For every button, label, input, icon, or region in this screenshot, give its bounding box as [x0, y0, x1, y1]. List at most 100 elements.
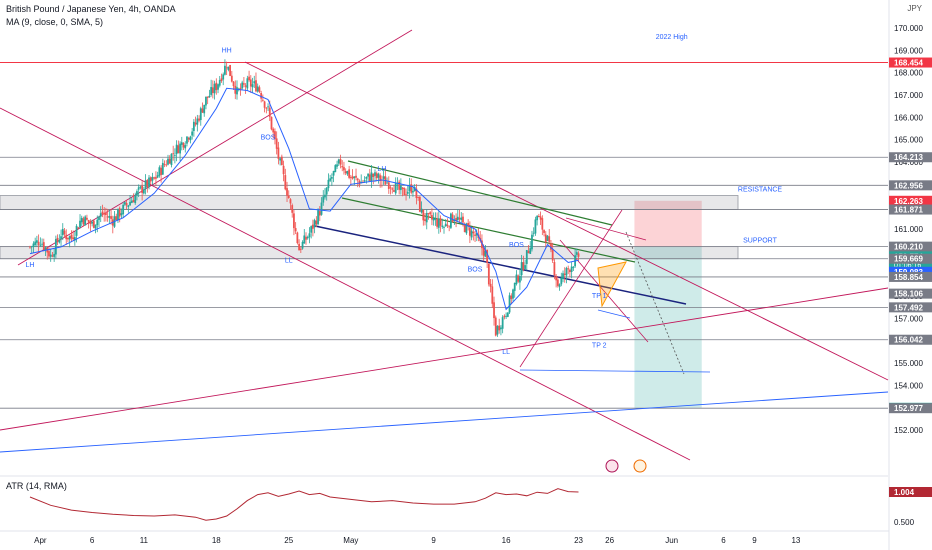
annotation-label: BOS — [509, 242, 524, 249]
candle-body — [144, 180, 147, 189]
candle-body — [56, 237, 59, 242]
candle-body — [405, 194, 407, 196]
candle-body — [437, 218, 440, 228]
candle-body — [170, 153, 173, 166]
candle-body — [386, 182, 388, 184]
projection-tp1 — [597, 309, 631, 319]
candle-body — [330, 177, 333, 179]
candle-body — [225, 67, 228, 69]
candle-body — [49, 254, 52, 257]
candle-body — [61, 228, 64, 236]
candle-body — [563, 273, 566, 276]
candle-body — [562, 273, 564, 279]
price-tick-label: 152.000 — [894, 426, 923, 435]
atr-legend[interactable]: ATR (14, RMA) — [6, 481, 67, 491]
candle-body — [343, 167, 345, 171]
price-label: 164.213 — [894, 153, 923, 162]
candle-body — [106, 216, 109, 218]
symbol-title: British Pound / Japanese Yen, 4h, OANDA — [6, 4, 176, 14]
annotation-label: LH — [377, 166, 386, 173]
candle-body — [244, 85, 247, 87]
candle-body — [375, 173, 378, 179]
candle-body — [401, 187, 404, 189]
candle-body — [230, 75, 233, 82]
candle-body — [80, 217, 83, 223]
candle-body — [63, 230, 66, 235]
candle-body — [236, 87, 238, 95]
price-tick-label: 169.000 — [894, 46, 923, 55]
candle-body — [536, 215, 539, 221]
annotation-label: LL — [285, 258, 293, 265]
candle-body — [394, 182, 397, 194]
price-label-bg — [889, 271, 932, 282]
candle-body — [517, 275, 520, 282]
price-tick-label: 170.000 — [894, 24, 923, 33]
candle-body — [522, 262, 525, 270]
candle-body — [567, 268, 570, 270]
candle-body — [272, 128, 275, 133]
candle-body — [339, 159, 342, 165]
candle-body — [463, 223, 466, 232]
candle-body — [220, 78, 223, 81]
candle-body — [134, 195, 137, 204]
candle-body — [529, 248, 532, 254]
time-tick-label: Jun — [665, 536, 678, 545]
stop-loss-zone — [634, 200, 702, 247]
time-tick-label: 6 — [90, 536, 95, 545]
candle-body — [303, 235, 306, 244]
candle-body — [296, 232, 299, 244]
candle-body — [127, 205, 130, 207]
candle-body — [370, 172, 373, 181]
candle-body — [201, 108, 204, 113]
candle-body — [322, 196, 325, 203]
candle-body — [177, 145, 180, 154]
candle-body — [279, 158, 282, 161]
time-tick-label: 9 — [752, 536, 757, 545]
candle-body — [192, 121, 195, 131]
candle-body — [551, 249, 554, 261]
candle-body — [365, 176, 368, 179]
candle-body — [481, 240, 483, 249]
candle-body — [332, 171, 335, 176]
ma-legend[interactable]: MA (9, close, 0, SMA, 5) — [6, 17, 104, 27]
candle-body — [505, 315, 507, 317]
time-tick-label: 18 — [212, 536, 221, 545]
price-label-bg — [889, 195, 932, 206]
candle-body — [141, 185, 144, 193]
candle-body — [570, 266, 573, 272]
candle-body — [487, 263, 490, 285]
candle-body — [531, 234, 533, 250]
candle-body — [179, 143, 181, 154]
candle-body — [30, 246, 33, 248]
candle-body — [42, 242, 45, 250]
candle-body — [462, 216, 464, 223]
price-label: 158.854 — [894, 273, 923, 282]
candle-body — [155, 177, 157, 179]
candle-body — [420, 208, 423, 213]
candle-body — [194, 122, 197, 125]
candle-body — [525, 250, 528, 264]
candle-body — [84, 216, 87, 226]
price-label-bg — [889, 180, 932, 191]
candle-body — [532, 232, 535, 234]
time-tick-label: 6 — [721, 536, 726, 545]
candle-body — [246, 78, 249, 89]
candle-body — [101, 211, 104, 214]
candle-body — [72, 237, 75, 240]
atr-line — [29, 488, 579, 521]
candle-body — [299, 248, 302, 250]
time-tick-label: 25 — [284, 536, 293, 545]
candle-body — [53, 253, 56, 257]
candle-body — [249, 79, 252, 87]
candle-body — [379, 175, 382, 181]
candle-body — [151, 176, 154, 181]
candle-body — [203, 104, 206, 114]
candle-body — [489, 283, 492, 287]
price-tick-label: 164.000 — [894, 158, 923, 167]
candle-body — [465, 223, 468, 234]
candle-body — [298, 243, 300, 251]
resistance-label: RESISTANCE — [738, 187, 783, 194]
candle-body — [344, 171, 347, 174]
